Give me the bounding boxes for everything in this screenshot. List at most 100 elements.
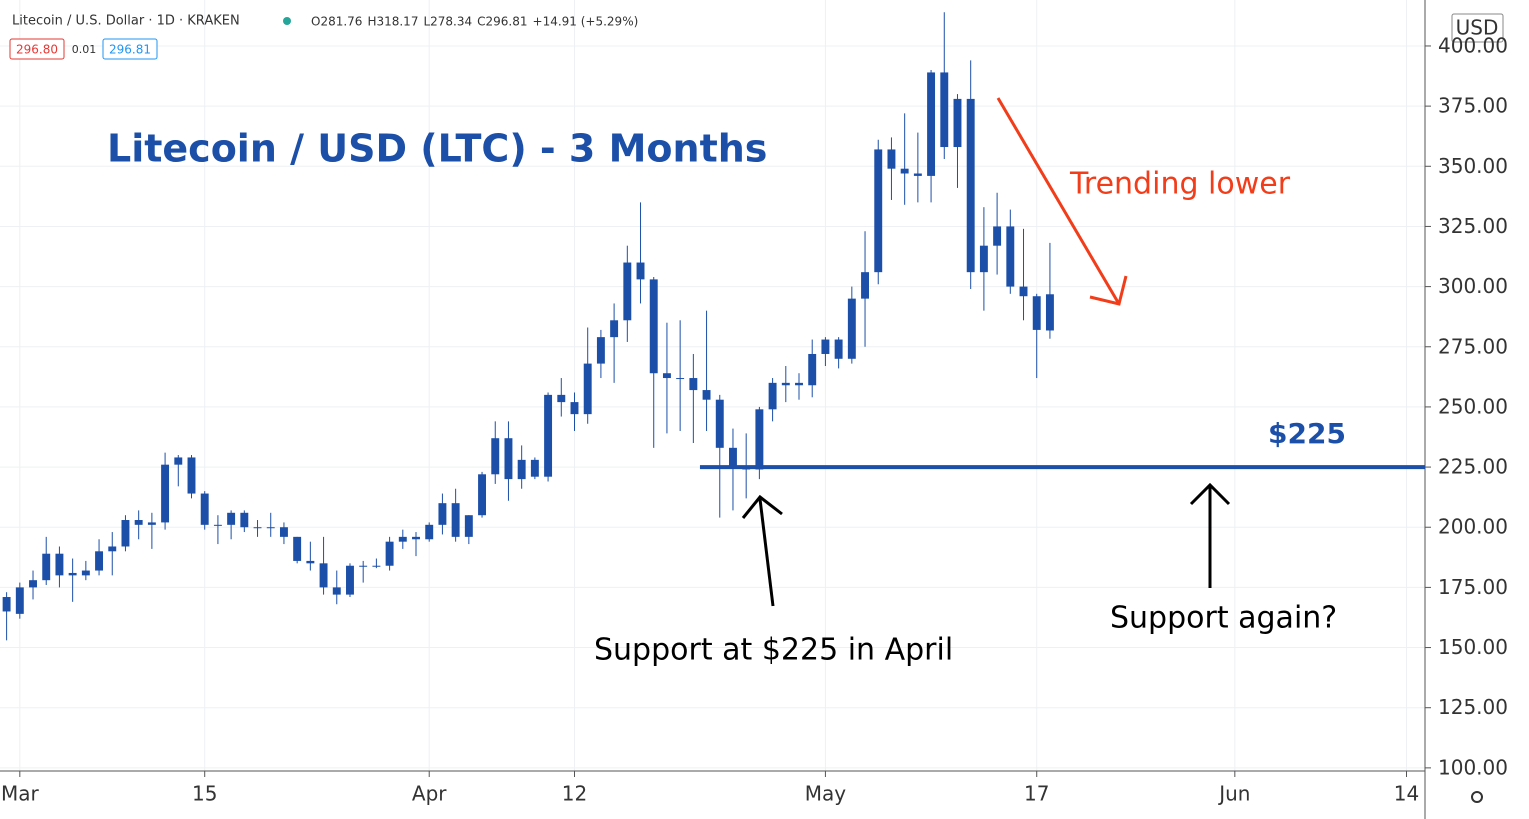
candle-body <box>544 394 553 477</box>
support-again-annotation: Support again? <box>1110 601 1337 636</box>
candle-body <box>95 551 104 571</box>
candle-body <box>874 149 883 273</box>
y-tick-label: 175.00 <box>1438 575 1508 599</box>
support-label: $225 <box>1268 417 1346 450</box>
candles <box>2 12 1054 641</box>
y-tick-label: 275.00 <box>1438 334 1508 358</box>
candle-body <box>649 279 658 374</box>
candle-body <box>1045 294 1054 331</box>
candle-body <box>15 587 24 614</box>
x-tick-label: 17 <box>1024 782 1049 806</box>
candle-body <box>795 382 803 386</box>
y-tick-label: 100.00 <box>1438 755 1508 779</box>
candle-body <box>1019 286 1028 297</box>
candle-body <box>847 298 856 359</box>
candle-body <box>412 536 420 540</box>
candle-body <box>993 226 1002 246</box>
y-tick-label: 400.00 <box>1438 33 1508 57</box>
y-tick-label: 375.00 <box>1438 94 1508 118</box>
candle-body <box>504 438 513 480</box>
ohlc-value: +14.91 (+5.29%) <box>533 15 639 29</box>
candle-body <box>359 565 368 567</box>
support-arrow-again <box>1189 482 1231 588</box>
candle-body <box>491 438 500 475</box>
candle-body <box>332 587 341 595</box>
candle-body <box>530 459 539 477</box>
trend-annotation: Trending lower <box>1069 167 1291 202</box>
trend-arrow <box>996 97 1128 306</box>
candle-body <box>81 570 90 576</box>
candle-body <box>147 522 156 525</box>
ohlc-readout: O281.76 H318.17 L278.34 C296.81 +14.91 (+5.2… <box>311 15 638 29</box>
candle-body <box>861 272 869 299</box>
candle-body <box>372 565 381 567</box>
candle-body <box>583 363 592 415</box>
candle-body <box>346 565 354 595</box>
candle-body <box>979 245 988 273</box>
candle-body <box>319 563 328 588</box>
candle-body <box>729 447 737 468</box>
candle-body <box>834 339 843 359</box>
candle-body <box>662 373 671 379</box>
candle-body <box>253 527 262 529</box>
candle-body <box>887 149 896 169</box>
y-tick-label: 125.00 <box>1438 695 1508 719</box>
candle-body <box>174 457 183 465</box>
candle-body <box>438 503 447 525</box>
candle-body <box>676 378 685 380</box>
candle-body <box>610 320 619 338</box>
candle-body <box>55 553 64 576</box>
candle-body <box>2 597 11 612</box>
candle-body <box>768 382 777 410</box>
support-arrow-april <box>741 494 783 607</box>
candle-body <box>266 527 275 529</box>
y-tick-label: 200.00 <box>1438 515 1508 539</box>
y-tick-label: 350.00 <box>1438 154 1508 178</box>
ohlc-value: H318.17 <box>367 15 418 29</box>
candle-body <box>29 580 37 588</box>
candle-body <box>702 390 711 400</box>
candle-body <box>385 541 394 566</box>
candle-body <box>451 503 460 537</box>
ohlc-value: L278.34 <box>423 15 472 29</box>
y-tick-label: 225.00 <box>1438 455 1508 479</box>
ask-box <box>102 38 158 60</box>
status-dot <box>283 17 291 25</box>
symbol: Litecoin / U.S. Dollar · 1D · KRAKEN <box>12 14 240 29</box>
candle-body <box>398 536 407 542</box>
candle-body <box>900 168 909 174</box>
candle-body <box>808 353 817 386</box>
candle-body <box>913 173 922 176</box>
candle-body <box>755 409 764 470</box>
x-tick-label: Jun <box>1217 782 1250 806</box>
candle-body <box>279 527 288 537</box>
settings-icon[interactable] <box>1471 791 1483 803</box>
y-tick-label: 300.00 <box>1438 274 1508 298</box>
currency-box <box>1451 13 1504 43</box>
candle-body <box>293 536 302 561</box>
candle-body <box>68 572 77 576</box>
candle-body <box>689 378 698 391</box>
x-tick-label: 15 <box>192 782 217 806</box>
candle-body <box>570 402 579 415</box>
currency: USD <box>1456 16 1499 40</box>
y-tick-label: 250.00 <box>1438 394 1508 418</box>
x-tick-label: 14 <box>1394 782 1419 806</box>
ohlc-value: O281.76 <box>311 15 362 29</box>
y-tick-label: 150.00 <box>1438 635 1508 659</box>
candle-body <box>623 262 632 321</box>
candle-body <box>306 560 315 564</box>
candle-body <box>557 394 566 403</box>
candle-body <box>781 382 790 386</box>
x-tick-label: Apr <box>412 782 447 806</box>
ask: 296.81 <box>109 43 151 57</box>
candle-body <box>715 399 724 448</box>
ohlc-value: C296.81 <box>477 15 527 29</box>
candle-body <box>213 524 222 526</box>
candle-body <box>227 512 236 525</box>
grid <box>0 0 1431 777</box>
candle-body <box>187 457 196 494</box>
x-tick-label: 12 <box>562 782 587 806</box>
